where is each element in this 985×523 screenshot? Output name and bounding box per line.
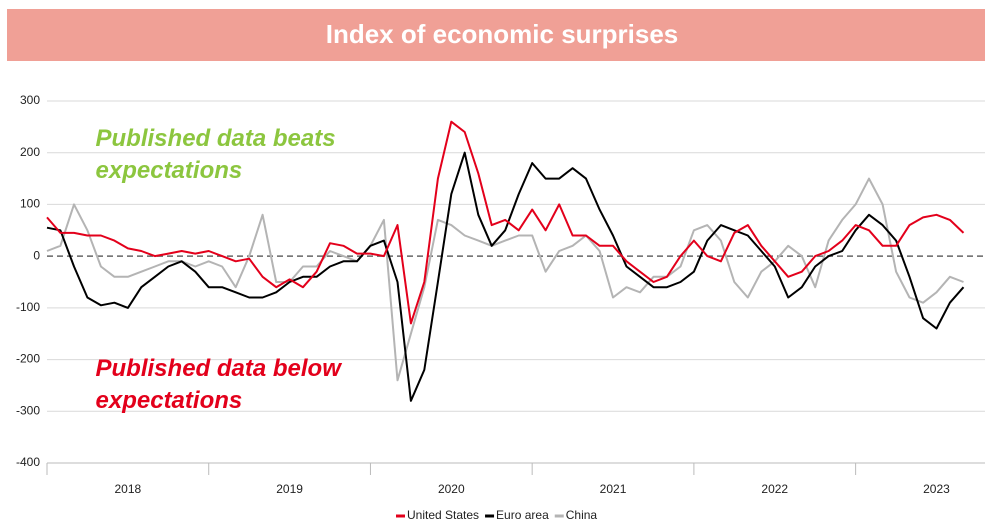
annotation: Published data below expectations (96, 355, 343, 414)
x-tick-label: 2022 (761, 482, 788, 496)
annotation: Published data beats expectations (96, 125, 336, 184)
y-tick-label: -100 (16, 300, 40, 314)
annotation-line: expectations (96, 157, 243, 184)
y-tick-label: -400 (16, 455, 40, 469)
y-tick-label: -200 (16, 352, 40, 366)
chart-title: Index of economic surprises (326, 19, 679, 49)
annotation-line: Published data below (96, 355, 343, 382)
annotation-line: Published data beats (96, 125, 336, 152)
series-line (46, 120, 965, 325)
y-tick-label: 100 (20, 197, 40, 211)
x-tick-label: 2023 (923, 482, 950, 496)
legend-label: China (566, 508, 598, 522)
y-tick-label: -300 (16, 403, 40, 417)
annotation-line: expectations (96, 387, 243, 414)
series-line (46, 177, 964, 382)
x-tick-label: 2019 (276, 482, 303, 496)
x-tick-label: 2018 (115, 482, 142, 496)
y-tick-label: 300 (20, 93, 40, 107)
x-tick-label: 2020 (438, 482, 465, 496)
x-tick-label: 2021 (600, 482, 627, 496)
y-tick-label: 200 (20, 145, 40, 159)
title-banner (7, 9, 985, 61)
y-tick-label: 0 (33, 248, 40, 262)
legend-label: United States (407, 508, 479, 522)
legend-label: Euro area (496, 508, 549, 522)
series-line (46, 151, 965, 402)
